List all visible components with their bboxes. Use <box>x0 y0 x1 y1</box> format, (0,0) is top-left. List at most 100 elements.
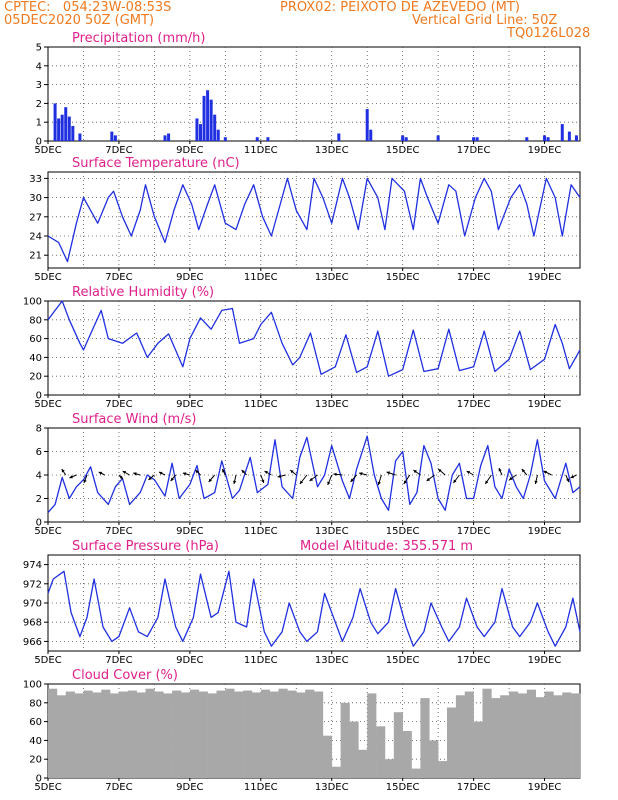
precip-bar <box>209 99 213 141</box>
precip-bar <box>60 114 64 141</box>
wind-arrow-head <box>403 480 407 484</box>
surface_wind-line <box>47 435 581 514</box>
temperature-xtick-label: 19DEC <box>528 272 562 283</box>
cloud-bar <box>455 695 466 778</box>
wind-arrow-head <box>208 478 212 482</box>
precip-bar <box>365 109 369 141</box>
precipitation-xtick-label: 17DEC <box>457 145 491 156</box>
wind-arrow-head <box>359 472 363 476</box>
precip-bar <box>436 135 440 141</box>
wind-arrow-head <box>170 477 174 481</box>
cloud-bar <box>376 726 386 778</box>
surface_pressure-xtick-label: 17DEC <box>457 655 491 666</box>
temperature-ytick-label: 27 <box>29 212 42 223</box>
precip-bar <box>472 137 476 141</box>
temperature-xtick-label: 17DEC <box>457 272 491 283</box>
cloud-bar <box>517 693 528 778</box>
precip-bar <box>64 107 68 141</box>
wind-arrow-head <box>233 480 237 484</box>
precipitation-xtick-label: 9DEC <box>176 145 203 156</box>
surface_pressure-xtick-label: 5DEC <box>34 655 61 666</box>
cloud_cover-xtick-label: 9DEC <box>176 782 203 793</box>
cloud-bar <box>251 692 262 778</box>
cloud-bar <box>234 691 244 778</box>
cloud-bar <box>535 697 545 778</box>
cloud-bar <box>544 691 554 778</box>
precip-bar <box>199 124 203 141</box>
wind-arrow-head <box>566 478 570 482</box>
wind-arrow-head <box>119 475 123 479</box>
surface_wind-xtick-label: 9DEC <box>176 526 203 537</box>
cloud-bar <box>163 693 173 778</box>
wind-arrow-head <box>182 472 187 476</box>
cloud-bar <box>48 688 58 778</box>
header-grid-line: Vertical Grid Line: 50Z <box>412 13 558 28</box>
cloud_cover-xtick-label: 15DEC <box>386 782 420 793</box>
cloud-bar <box>340 702 350 778</box>
cloud-bar <box>305 689 315 778</box>
precip-bar <box>57 118 61 141</box>
cloud-bar <box>447 707 457 778</box>
temperature-ytick-label: 33 <box>29 174 42 185</box>
relative_humidity-xtick-label: 5DEC <box>34 399 61 410</box>
wind-arrow-head <box>453 479 457 483</box>
wind-arrow-head <box>83 479 87 483</box>
cloud-bar <box>367 693 377 778</box>
precip-bar <box>560 124 564 141</box>
cloud_cover-ytick-label: 100 <box>23 680 42 691</box>
surface_pressure-xtick-label: 13DEC <box>315 655 349 666</box>
cloud-bar <box>562 692 572 778</box>
temperature-xtick-label: 15DEC <box>386 272 420 283</box>
precip-bar <box>216 129 220 141</box>
header-station-name: PROX02: PEIXOTO DE AZEVEDO (MT) <box>280 0 520 15</box>
cloud-bar <box>92 692 102 778</box>
surface_pressure-xtick-label: 15DEC <box>386 655 420 666</box>
precipitation-ytick-label: 0 <box>36 137 42 148</box>
surface_pressure-ytick-label: 966 <box>23 637 42 648</box>
cloud-bar <box>278 688 288 778</box>
cloud-bar <box>314 691 324 778</box>
wind-arrow-head <box>534 480 538 484</box>
precip-bar <box>401 135 405 141</box>
surface_pressure-ytick-label: 968 <box>23 618 42 629</box>
wind-arrow-head <box>261 479 265 483</box>
precip-bar <box>202 95 206 141</box>
wind-arrow-head <box>485 480 489 484</box>
wind-arrow-head <box>98 471 103 475</box>
temperature-xtick-label: 11DEC <box>244 272 278 283</box>
wind-arrow-head <box>466 471 471 474</box>
cloud-bar <box>172 690 182 778</box>
cloud-bar <box>296 692 306 778</box>
surface_wind-ytick-label: 0 <box>36 518 42 529</box>
relative_humidity-xtick-label: 7DEC <box>105 399 132 410</box>
relative_humidity-xtick-label: 13DEC <box>315 399 349 410</box>
cloud-bar <box>491 698 501 778</box>
cloud_cover-xtick-label: 5DEC <box>34 782 61 793</box>
cloud_cover-ytick-label: 80 <box>29 698 42 709</box>
cloud-bar <box>189 689 200 778</box>
cloud-bar <box>243 690 253 778</box>
wind-arrow-head <box>309 477 313 481</box>
wind-arrow-head <box>543 470 548 474</box>
cloud-bar <box>260 689 270 778</box>
cloud_cover-title: Cloud Cover (%) <box>72 668 178 683</box>
cloud-bar <box>181 692 191 778</box>
surface_wind-xtick-label: 19DEC <box>528 526 562 537</box>
precip-bar <box>574 135 578 141</box>
cloud-bar <box>154 691 164 778</box>
surface_pressure-xtick-label: 7DEC <box>105 655 132 666</box>
cloud-bar <box>464 691 474 778</box>
precipitation-xtick-label: 13DEC <box>315 145 349 156</box>
surface_wind-ytick-label: 8 <box>36 424 42 435</box>
wind-arrow-head <box>133 472 137 476</box>
surface_wind-xtick-label: 11DEC <box>244 526 278 537</box>
cloud-bar <box>136 692 146 778</box>
precip-bar <box>195 118 199 141</box>
temperature-line <box>47 177 581 263</box>
cloud-bar <box>411 768 421 778</box>
wind-arrow-head <box>290 470 294 474</box>
wind-arrow-head <box>570 475 574 479</box>
cloud-bar <box>225 688 235 778</box>
temperature-xtick-label: 5DEC <box>34 272 61 283</box>
relative_humidity-xtick-label: 11DEC <box>244 399 278 410</box>
